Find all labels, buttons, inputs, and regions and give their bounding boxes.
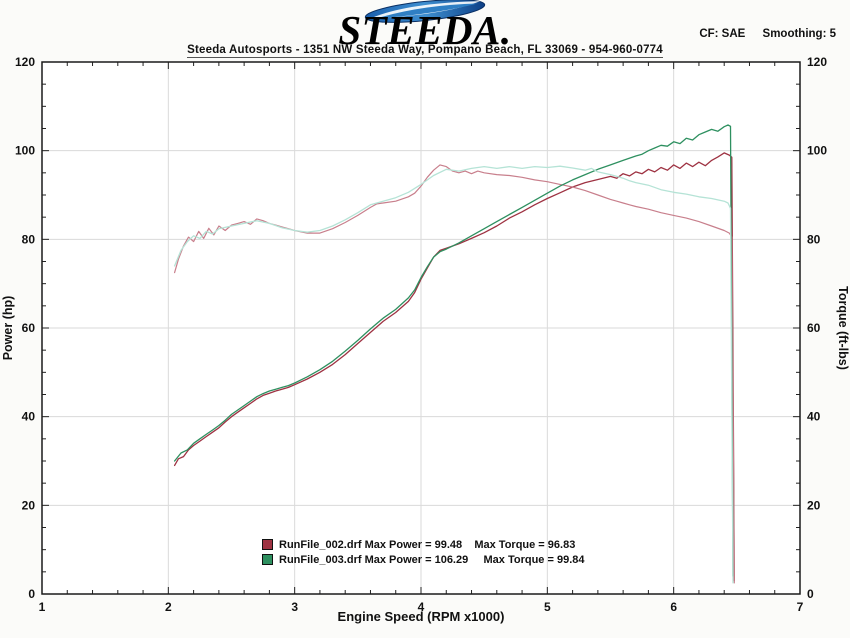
- address-line: Steeda Autosports - 1351 NW Steeda Way, …: [0, 44, 850, 58]
- y-tick-label-left: 60: [22, 321, 36, 335]
- rpm-axis-label: Engine Speed (RPM x1000): [338, 609, 505, 624]
- y-tick-label-left: 120: [15, 55, 35, 69]
- x-tick-label: 1: [39, 600, 46, 614]
- legend-label-runfile-003: RunFile_003.drf Max Power = 106.29 Max T…: [279, 553, 585, 566]
- address-text: Steeda Autosports - 1351 NW Steeda Way, …: [187, 44, 663, 58]
- y-tick-label-left: 40: [22, 410, 36, 424]
- x-tick-label: 3: [291, 600, 298, 614]
- power-axis-label: Power (hp): [1, 296, 15, 361]
- steeda-logo-graphic: STEEDA.: [338, 0, 511, 53]
- y-tick-label-right: 120: [807, 55, 827, 69]
- legend-item-runfile-002: RunFile_002.drf Max Power = 99.48 Max To…: [262, 537, 584, 552]
- correction-info: CF: SAE Smoothing: 5: [699, 28, 836, 40]
- y-tick-label-right: 100: [807, 144, 827, 158]
- logo-swoosh-icon: [364, 0, 486, 23]
- x-tick-label: 2: [165, 600, 172, 614]
- y-tick-label-right: 60: [807, 321, 821, 335]
- torque-axis-label: Torque (ft-lbs): [836, 286, 850, 370]
- x-tick-label: 5: [544, 600, 551, 614]
- y-tick-label-right: 0: [807, 587, 814, 601]
- y-tick-label-right: 40: [807, 410, 821, 424]
- series-power-runfile-003: [173, 124, 734, 577]
- series-torque-runfile-003: [173, 165, 734, 584]
- legend: RunFile_002.drf Max Power = 99.48 Max To…: [262, 537, 584, 567]
- x-tick-label: 6: [670, 600, 677, 614]
- series-power-runfile-002: [173, 152, 735, 582]
- logo-wordmark: STEEDA.: [338, 7, 511, 48]
- x-tick-label: 7: [797, 600, 804, 614]
- y-tick-label-left: 100: [15, 144, 35, 158]
- steeda-logo: STEEDA.: [295, 0, 555, 53]
- series-torque-runfile-002: [174, 164, 735, 584]
- y-tick-label-left: 80: [22, 232, 36, 246]
- correction-factor-label: CF: SAE: [699, 28, 746, 40]
- legend-label-runfile-002: RunFile_002.drf Max Power = 99.48 Max To…: [279, 538, 576, 551]
- smoothing-label: Smoothing: 5: [762, 28, 836, 40]
- legend-item-runfile-003: RunFile_003.drf Max Power = 106.29 Max T…: [262, 552, 584, 567]
- legend-swatch-runfile-003-icon: [262, 554, 273, 565]
- x-tick-label: 4: [418, 600, 425, 614]
- legend-swatch-runfile-002-icon: [262, 539, 273, 550]
- y-tick-label-right: 20: [807, 498, 821, 512]
- y-tick-label-left: 20: [22, 498, 36, 512]
- y-tick-label-left: 0: [28, 587, 35, 601]
- y-tick-label-right: 80: [807, 232, 821, 246]
